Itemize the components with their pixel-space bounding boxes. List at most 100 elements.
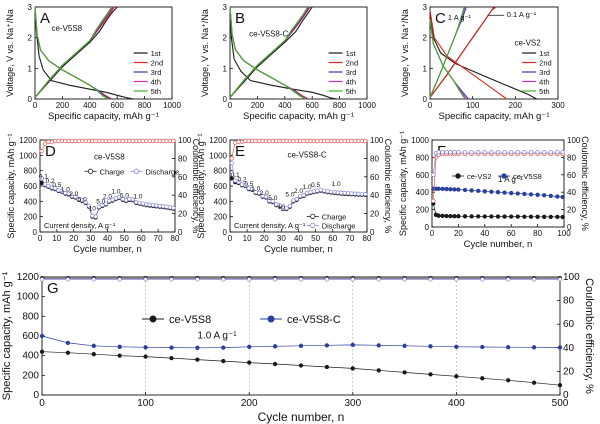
y-axis-label: Specific capacity, mAh g⁻¹ <box>196 133 206 238</box>
series-line <box>229 8 337 100</box>
data-point <box>221 345 226 350</box>
y-axis-label: Specific capacity, mAh g⁻¹ <box>6 133 16 238</box>
data-point <box>495 214 501 219</box>
data-point <box>274 138 279 144</box>
data-point <box>356 138 361 144</box>
rate-label: 1.0 <box>303 184 312 191</box>
panel-frame <box>229 6 368 100</box>
data-point <box>117 353 122 358</box>
data-point <box>509 150 514 155</box>
data-point <box>440 150 445 155</box>
legend-label: ce-V5S8 <box>169 314 211 326</box>
rate-label: 5.0 <box>96 199 105 206</box>
data-point <box>246 138 251 144</box>
data-point <box>363 191 368 197</box>
data-point <box>324 364 330 370</box>
y2-tick-label: 60 <box>370 173 379 182</box>
data-point <box>140 201 146 206</box>
data-point <box>454 277 459 282</box>
data-point <box>39 148 44 154</box>
y2-tick-label: 0 <box>567 223 572 232</box>
data-point <box>440 186 445 192</box>
data-point <box>440 213 445 219</box>
data-point <box>46 183 51 189</box>
y-tick-label: 1000 <box>411 136 429 145</box>
footnote: Current density, A g⁻¹ <box>234 221 306 230</box>
rate-label: 1.0 <box>133 193 142 200</box>
y-tick-label: 1 <box>223 64 228 73</box>
data-point <box>324 277 330 282</box>
data-point <box>256 190 262 196</box>
x-tick-label: 0 <box>38 234 43 243</box>
series-line <box>229 6 313 98</box>
panel-letter: D <box>45 143 56 160</box>
data-point <box>339 138 344 144</box>
data-point <box>506 277 511 282</box>
panel-D: 0 10 20 30 40 50 60 70 8002004006008001000120002… <box>6 133 201 255</box>
data-point <box>480 376 485 381</box>
y2-tick-label: 20 <box>563 366 575 377</box>
data-point <box>117 277 122 282</box>
data-point <box>83 199 88 205</box>
data-point <box>263 194 269 199</box>
y-axis-label: Voltage, V vs. Na⁺/Na <box>5 9 15 97</box>
data-point <box>452 187 457 192</box>
legend-label: ce-V5S8 <box>513 172 542 181</box>
data-point <box>462 214 468 219</box>
legend-label: 4th <box>346 78 356 87</box>
y2-axis-label: Coulombic efficiency, % <box>383 139 393 234</box>
legend-label: 5th <box>539 87 549 96</box>
panel-title: ce-V5S8-C <box>249 29 288 38</box>
legend-marker <box>133 168 140 174</box>
data-point <box>456 214 461 219</box>
panel-title: ce-V5S8 <box>51 24 82 33</box>
legend-label: 2nd <box>539 59 552 68</box>
y2-tick-label: 80 <box>178 154 187 163</box>
data-point <box>482 150 487 155</box>
y-tick-label: 3 <box>28 3 33 12</box>
x-tick-label: 30 <box>86 234 95 243</box>
data-point <box>322 138 327 144</box>
y-axis-label: Voltage, V vs. Na⁺/Na <box>200 9 210 97</box>
x-tick-label: 60 <box>507 229 516 238</box>
data-point <box>91 352 96 357</box>
data-point <box>110 197 115 202</box>
data-point <box>221 277 226 282</box>
panel-E: 0 10 20 30 40 50 60 70 8002004006008001000120002… <box>196 133 393 255</box>
y-tick-label: 0 <box>33 390 39 401</box>
rate-label: 5.0 <box>268 195 277 202</box>
data-point <box>304 190 310 196</box>
data-point <box>287 138 293 144</box>
legend-label: ce-VS2 <box>467 172 492 181</box>
data-point <box>39 176 44 181</box>
y2-axis-label: Coulombic efficiency, % <box>583 278 595 394</box>
rate-label: 1.0 <box>332 181 341 188</box>
data-point <box>171 138 176 144</box>
legend-marker <box>267 315 275 323</box>
x-tick-label: 60 <box>328 234 337 243</box>
data-point <box>243 138 248 144</box>
data-point <box>272 344 278 349</box>
x-tick-label: 100 <box>557 229 571 238</box>
data-point <box>482 189 487 194</box>
data-point <box>482 214 487 219</box>
x-tick-label: 30 <box>277 234 286 243</box>
data-point <box>277 138 282 144</box>
data-point <box>117 194 122 200</box>
data-point <box>542 214 547 219</box>
rate-label: 0.1 <box>231 172 240 179</box>
data-point <box>195 277 200 282</box>
data-point <box>143 345 148 350</box>
rate-label: 0.2 <box>237 176 246 183</box>
data-point <box>328 189 334 194</box>
y2-tick-label: 0 <box>563 390 569 401</box>
x-tick-label: 50 <box>311 234 320 243</box>
y-tick-label: 400 <box>214 197 228 206</box>
data-point <box>456 150 461 155</box>
data-point <box>428 277 433 282</box>
data-point <box>522 191 527 197</box>
y-tick-label: 1000 <box>209 151 227 160</box>
data-point <box>350 342 355 348</box>
x-tick-label: 10 <box>52 234 61 243</box>
legend-label: 2nd <box>346 59 359 68</box>
